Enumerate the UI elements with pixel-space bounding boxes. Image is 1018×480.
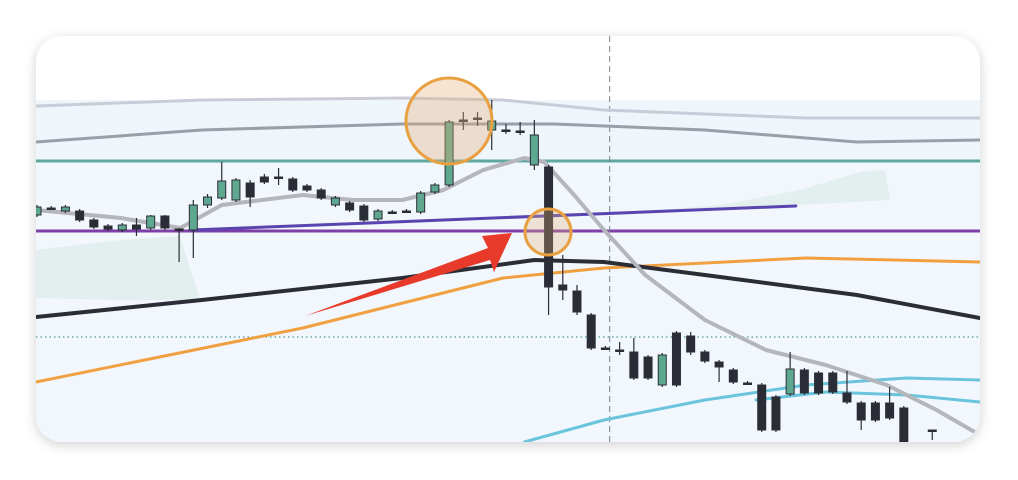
candle-body	[615, 349, 625, 352]
candle-body	[600, 347, 610, 350]
candle-body	[870, 402, 880, 421]
indicator-line	[36, 258, 980, 320]
candle-body	[259, 176, 269, 183]
highlight-circle	[404, 76, 494, 166]
candle-body	[458, 119, 468, 122]
candle-body	[60, 206, 70, 212]
candle-body	[46, 207, 56, 210]
candle-body	[799, 369, 809, 394]
candle-body	[131, 224, 141, 230]
candle-body	[899, 407, 909, 442]
candle-body	[572, 290, 582, 313]
candle-body	[36, 206, 42, 216]
candle-body	[103, 225, 113, 230]
candle-body	[529, 134, 539, 166]
candle-body	[302, 185, 312, 191]
candle-body	[643, 356, 653, 379]
candle-body	[345, 202, 355, 211]
highlight-circle	[523, 207, 573, 257]
candle-body	[231, 179, 241, 201]
candle-body	[771, 396, 781, 431]
candle-body	[814, 372, 824, 394]
candle-body	[728, 369, 738, 383]
indicator-line	[522, 376, 980, 442]
indicator-line	[190, 204, 798, 232]
candle-body	[444, 121, 454, 186]
candle-body	[700, 351, 710, 362]
candle-body	[117, 224, 127, 231]
candle-body	[401, 210, 411, 213]
candle-body	[757, 384, 767, 431]
candle-body	[373, 210, 383, 220]
candle-body	[558, 284, 568, 291]
candle-body	[785, 368, 795, 395]
candle-body	[75, 210, 85, 221]
candle-body	[544, 166, 554, 288]
candle-body	[359, 205, 369, 221]
candle-body	[387, 211, 397, 214]
candle-body	[430, 184, 440, 193]
candle-body	[174, 228, 184, 231]
candle-body	[501, 129, 511, 132]
candle-body	[927, 429, 937, 432]
candle-body	[671, 332, 681, 386]
candle-body	[885, 402, 895, 419]
candle-body	[586, 314, 596, 349]
candle-body	[146, 215, 156, 229]
arrow	[305, 233, 512, 316]
indicator-line	[754, 390, 980, 404]
cloud	[660, 170, 890, 210]
candle-body	[629, 351, 639, 379]
candle-body	[515, 130, 525, 133]
candle-body	[188, 204, 198, 231]
candle-body	[842, 392, 852, 403]
candle-body	[416, 192, 426, 213]
cloud	[36, 236, 200, 300]
candle-body	[217, 180, 227, 199]
chart-layer	[36, 36, 980, 442]
candle-body	[686, 335, 696, 353]
indicator-line	[36, 256, 980, 384]
indicator-line	[36, 122, 980, 144]
indicator-line	[36, 96, 980, 120]
candle-body	[203, 196, 213, 206]
candle-body	[714, 361, 724, 368]
candle-body	[856, 402, 866, 421]
candle-body	[245, 182, 255, 198]
candle-body	[828, 372, 838, 393]
candle-body	[89, 219, 99, 228]
candle-body	[274, 176, 284, 179]
candle-body	[657, 354, 667, 386]
candle-body	[743, 382, 753, 385]
candle-body	[316, 189, 326, 199]
candle-body	[160, 215, 170, 229]
candle-body	[330, 197, 340, 206]
candle-body	[473, 117, 483, 120]
plot	[36, 36, 980, 442]
candle-body	[288, 178, 298, 191]
